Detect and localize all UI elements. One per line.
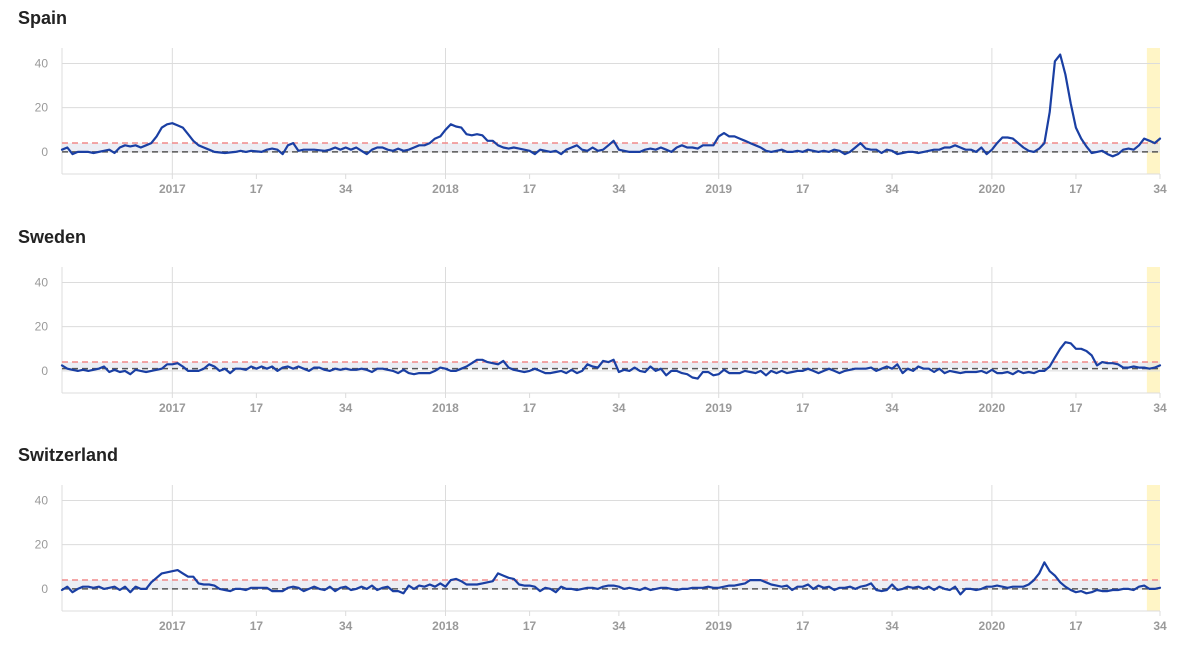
x-tick-label: 2017: [159, 182, 186, 196]
x-tick-label: 34: [885, 401, 899, 415]
x-tick-label: 34: [885, 182, 899, 196]
current-period-highlight: [1146, 48, 1160, 174]
y-tick-label: 0: [41, 364, 48, 378]
x-tick-label: 34: [612, 401, 626, 415]
x-tick-label: 34: [1153, 401, 1167, 415]
y-tick-label: 20: [35, 538, 49, 552]
chart-panel-sweden: Sweden 0 20 40 2017 17 34 2018 17 34 2019 17 34 2020…: [0, 227, 1177, 427]
y-tick-label: 0: [41, 145, 48, 159]
x-tick-label: 2020: [979, 401, 1006, 415]
y-tick-label: 20: [35, 101, 49, 115]
chart-svg-sweden: 0 20 40 2017 17 34 2018 17 34 2019 17 34 2020 17 34: [35, 267, 1167, 415]
x-tick-label: 17: [250, 401, 264, 415]
y-tick-label: 40: [35, 493, 49, 507]
x-tick-label: 34: [612, 619, 626, 633]
chart-title: Switzerland: [18, 445, 119, 465]
x-tick-label: 2019: [705, 401, 732, 415]
x-tick-label: 17: [1069, 619, 1083, 633]
x-tick-label: 17: [523, 182, 537, 196]
x-tick-label: 2019: [705, 182, 732, 196]
expected-range-band: [62, 580, 1160, 589]
chart-title: Spain: [18, 8, 68, 28]
x-tick-label: 34: [612, 182, 626, 196]
x-tick-label: 34: [1153, 182, 1167, 196]
x-tick-label: 34: [339, 401, 353, 415]
chart-title: Sweden: [18, 227, 87, 247]
x-tick-label: 17: [1069, 182, 1083, 196]
series-line: [60, 53, 1162, 158]
chart-svg-spain: 0 20 40 2017 17 34 2018 17 34 2019 17 34 2020 17 34: [35, 48, 1167, 196]
y-tick-label: 20: [35, 320, 49, 334]
x-tick-label: 2017: [159, 619, 186, 633]
expected-range-band: [62, 362, 1160, 369]
x-tick-label: 17: [796, 401, 810, 415]
series-line: [60, 341, 1162, 380]
x-tick-label: 2020: [979, 619, 1006, 633]
x-tick-label: 2018: [432, 619, 459, 633]
x-tick-label: 34: [339, 182, 353, 196]
x-tick-label: 34: [1153, 619, 1167, 633]
x-tick-label: 17: [250, 182, 264, 196]
x-tick-label: 2020: [979, 182, 1006, 196]
chart-panel-spain: Spain 0 20 40 2017 17 34 2018 17 34 2019 17 34 2020 1…: [0, 8, 1177, 208]
y-tick-label: 40: [35, 275, 49, 289]
chart-svg-switzerland: 0 20 40 2017 17 34 2018 17 34 2019 17 34 2020 17 34: [35, 485, 1167, 633]
current-period-highlight: [1146, 267, 1160, 393]
y-tick-label: 0: [41, 582, 48, 596]
current-period-highlight: [1146, 485, 1160, 611]
x-tick-label: 2018: [432, 182, 459, 196]
series-line: [60, 561, 1162, 596]
x-tick-label: 17: [1069, 401, 1083, 415]
x-tick-label: 2017: [159, 401, 186, 415]
x-tick-label: 17: [796, 182, 810, 196]
expected-range-band: [62, 143, 1160, 152]
x-tick-label: 2019: [705, 619, 732, 633]
x-tick-label: 17: [250, 619, 264, 633]
x-tick-label: 34: [885, 619, 899, 633]
x-tick-label: 17: [796, 619, 810, 633]
y-tick-label: 40: [35, 56, 49, 70]
x-tick-label: 17: [523, 401, 537, 415]
x-tick-label: 2018: [432, 401, 459, 415]
chart-panel-switzerland: Switzerland 0 20 40 2017 17 34 2018 17 34 2019 17 3…: [0, 445, 1177, 645]
x-tick-label: 17: [523, 619, 537, 633]
x-tick-label: 34: [339, 619, 353, 633]
